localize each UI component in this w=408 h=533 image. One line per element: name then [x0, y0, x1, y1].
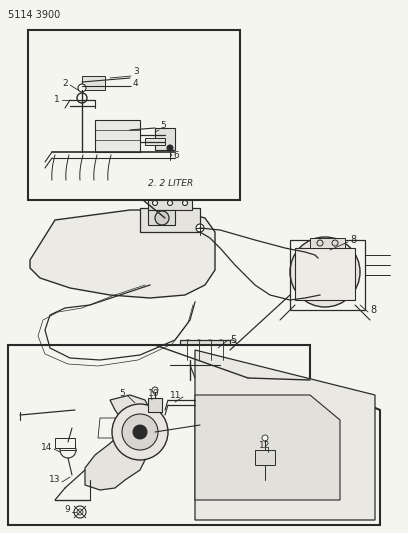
Polygon shape — [8, 345, 380, 525]
Polygon shape — [148, 200, 192, 210]
Polygon shape — [85, 395, 155, 490]
Polygon shape — [28, 30, 240, 200]
Polygon shape — [145, 138, 165, 145]
Polygon shape — [148, 398, 162, 412]
Circle shape — [78, 84, 86, 92]
Circle shape — [168, 200, 173, 206]
Circle shape — [167, 145, 173, 151]
Text: 5: 5 — [160, 122, 166, 131]
Circle shape — [305, 252, 345, 292]
Text: 9: 9 — [64, 505, 70, 514]
Text: 3: 3 — [133, 68, 139, 77]
Polygon shape — [295, 248, 355, 300]
Text: 5: 5 — [119, 389, 125, 398]
Circle shape — [153, 200, 157, 206]
Polygon shape — [310, 238, 345, 248]
Circle shape — [133, 425, 147, 439]
Polygon shape — [195, 395, 340, 500]
Text: 10: 10 — [148, 390, 160, 399]
Polygon shape — [180, 340, 230, 360]
Circle shape — [196, 224, 204, 232]
Circle shape — [74, 506, 86, 518]
Polygon shape — [255, 450, 275, 465]
Polygon shape — [140, 208, 200, 232]
Text: 1: 1 — [54, 95, 60, 104]
Polygon shape — [148, 210, 175, 225]
Circle shape — [317, 264, 333, 280]
Text: 4: 4 — [133, 79, 139, 88]
Text: 8: 8 — [350, 235, 356, 245]
Text: 6: 6 — [173, 150, 179, 159]
Text: 2: 2 — [62, 79, 68, 88]
Text: 2. 2 LITER: 2. 2 LITER — [148, 179, 193, 188]
Polygon shape — [95, 120, 140, 152]
Text: 8: 8 — [370, 305, 376, 315]
Text: 5: 5 — [230, 335, 236, 345]
Text: 5114 3900: 5114 3900 — [8, 10, 60, 20]
Text: 14: 14 — [41, 442, 52, 451]
Circle shape — [60, 442, 76, 458]
Circle shape — [290, 237, 360, 307]
Circle shape — [112, 404, 168, 460]
Circle shape — [155, 211, 169, 225]
Text: 13: 13 — [49, 475, 60, 484]
Circle shape — [182, 200, 188, 206]
Circle shape — [262, 435, 268, 441]
Polygon shape — [155, 128, 175, 150]
Polygon shape — [55, 438, 75, 448]
Circle shape — [77, 509, 83, 515]
Text: 12: 12 — [259, 440, 270, 449]
Circle shape — [77, 93, 87, 103]
Polygon shape — [30, 210, 215, 298]
Circle shape — [152, 387, 158, 393]
Polygon shape — [195, 350, 375, 520]
Circle shape — [122, 414, 158, 450]
Text: 11: 11 — [170, 391, 182, 400]
Polygon shape — [82, 76, 105, 90]
